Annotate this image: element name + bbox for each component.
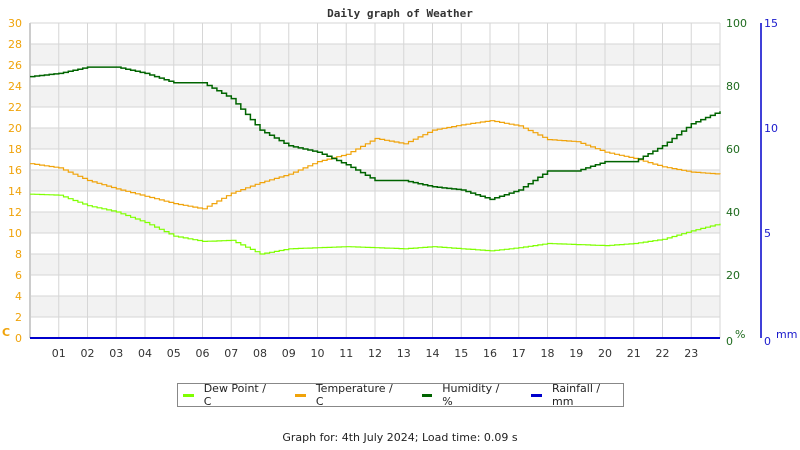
dew-point-swatch-icon [183,393,194,397]
y-tick-left: 18 [8,143,22,156]
gridlines [29,22,721,339]
y-tick-humidity: 80 [726,80,740,93]
x-tick: 04 [138,347,152,360]
graph-footer: Graph for: 4th July 2024; Load time: 0.0… [282,431,518,444]
y-tick-left: 20 [8,122,22,135]
x-tick: 18 [541,347,555,360]
y-tick-left: 12 [8,206,22,219]
dew-point-line [30,193,721,255]
y-tick-rain: 15 [764,17,778,30]
data-series [30,66,721,339]
x-tick: 08 [253,347,267,360]
legend-label: Humidity / % [442,382,500,408]
y-tick-left: 22 [8,101,22,114]
x-tick: 16 [483,347,497,360]
x-tick: 12 [368,347,382,360]
x-tick: 03 [109,347,123,360]
x-tick: 15 [454,347,468,360]
x-tick: 01 [52,347,66,360]
y-tick-left: 10 [8,227,22,240]
x-tick: 06 [196,347,210,360]
weather-chart: Daily graph of Weather 02468101214161820… [2,7,797,360]
y-tick-rain: 0 [764,335,771,348]
y-tick-left: 6 [15,269,22,282]
y-tick-humidity: 40 [726,206,740,219]
chart-title: Daily graph of Weather [327,7,473,20]
y-tick-left: 16 [8,164,22,177]
x-tick: 09 [282,347,296,360]
humidity-axis-unit: % [735,328,745,341]
y-tick-left: 30 [8,17,22,30]
y-tick-left: 2 [15,311,22,324]
y-tick-left: 24 [8,80,22,93]
x-tick: 22 [656,347,670,360]
temperature-swatch-icon [295,393,306,397]
y-tick-left: 14 [8,185,22,198]
legend-label: Dew Point / C [203,382,266,408]
x-tick: 07 [224,347,238,360]
y-tick-rain: 5 [764,227,771,240]
legend-item-rainfall[interactable]: Rainfall / mm [531,382,623,408]
y-tick-left: 26 [8,59,22,72]
legend-item-humidity[interactable]: Humidity / % [421,382,512,408]
x-tick: 13 [397,347,411,360]
y-tick-rain: 10 [764,122,778,135]
x-tick: 17 [512,347,526,360]
humidity-line [30,66,721,201]
x-tick: 02 [81,347,95,360]
x-tick: 10 [311,347,325,360]
x-tick: 19 [569,347,583,360]
legend-item-dew-point[interactable]: Dew Point / C [183,382,275,408]
legend: Dew Point / C Temperature / C Humidity /… [177,382,624,408]
humidity-swatch-icon [421,393,433,397]
left-axis-unit: C [2,326,10,339]
y-tick-left: 28 [8,38,22,51]
y-tick-humidity: 20 [726,269,740,282]
y-tick-left: 8 [15,248,22,261]
y-tick-humidity: 60 [726,143,740,156]
legend-item-temperature[interactable]: Temperature / C [295,382,401,408]
x-tick: 20 [598,347,612,360]
axes: 024681012141618202224262830C020406080100… [2,17,797,360]
x-tick: 23 [684,347,698,360]
legend-label: Rainfall / mm [551,382,601,408]
legend-label: Temperature / C [315,382,393,408]
y-tick-left: 0 [15,332,22,345]
y-tick-left: 4 [15,290,22,303]
y-tick-humidity: 100 [726,17,747,30]
x-tick: 14 [426,347,440,360]
y-tick-humidity: 0 [726,335,733,348]
x-tick: 05 [167,347,181,360]
rain-axis-unit: mm [776,328,797,341]
x-tick: 11 [339,347,353,360]
x-tick: 21 [627,347,641,360]
rainfall-swatch-icon [531,393,542,397]
temperature-line [30,120,721,210]
